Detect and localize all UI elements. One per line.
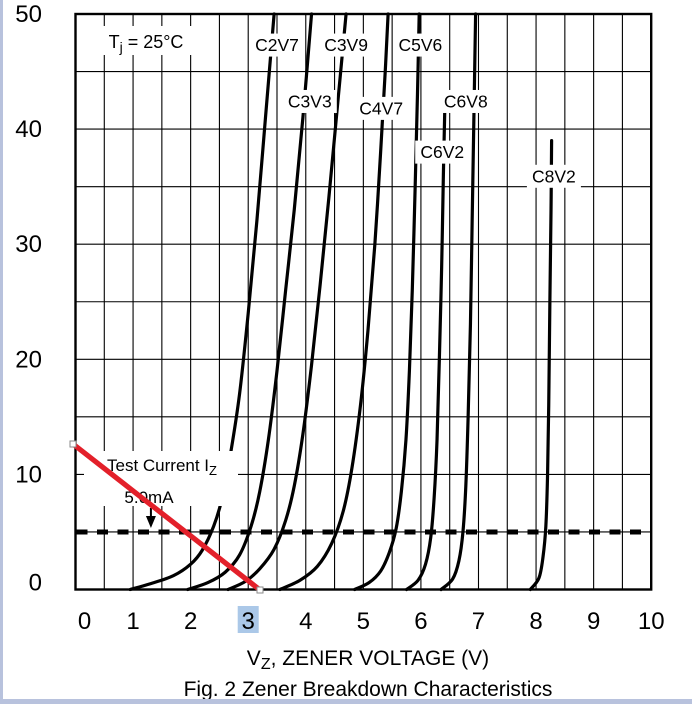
curve-label-C6V8: C6V8	[444, 91, 488, 111]
text-selection-highlight[interactable]	[237, 606, 259, 633]
x-tick-label-4: 4	[299, 608, 312, 635]
plot-border	[74, 12, 653, 591]
x-tick-label-6: 6	[414, 608, 427, 635]
x-tick-label-5: 5	[357, 608, 370, 635]
curve-C3V3	[186, 12, 314, 592]
x-tick-label-8: 8	[529, 608, 542, 635]
curve-label-C6V2: C6V2	[420, 142, 464, 162]
curve-C3V9	[226, 12, 348, 592]
curve-C8V2	[528, 139, 554, 592]
curve-label-box-C4V7	[354, 96, 409, 120]
curve-label-C3V3: C3V3	[288, 91, 332, 111]
condition-label: Tj = 25°C	[109, 32, 184, 55]
curve-label-C3V9: C3V9	[324, 35, 368, 55]
curve-C5V6	[353, 12, 421, 592]
curve-label-C8V2: C8V2	[532, 166, 576, 186]
y-tick-label-0: 0	[29, 570, 42, 597]
x-tick-label-3[interactable]: 3	[242, 608, 255, 635]
curve-label-box-C2V7	[249, 33, 304, 57]
test-current-label-box	[84, 451, 238, 506]
figure-caption: Fig. 2 Zener Breakdown Characteristics	[184, 678, 553, 701]
y-tick-label-40: 40	[15, 116, 42, 143]
curve-label-C2V7: C2V7	[255, 35, 299, 55]
annotation-handle-start[interactable]	[69, 440, 77, 448]
page-bottom-edge	[0, 699, 692, 704]
y-tick-label-50: 50	[15, 1, 42, 28]
curve-label-box-C3V3	[282, 89, 337, 113]
x-tick-label-0: 0	[78, 608, 91, 635]
curve-C4V7	[278, 12, 390, 592]
curve-label-box-C3V9	[319, 33, 374, 57]
curve-label-box-C6V2	[415, 140, 470, 164]
x-tick-label-9: 9	[587, 608, 600, 635]
curve-label-C4V7: C4V7	[359, 98, 403, 118]
test-current-arrow-head	[145, 516, 156, 528]
curve-label-box-C8V2	[526, 164, 581, 188]
y-tick-label-20: 20	[15, 346, 42, 373]
red-annotation-line[interactable]	[70, 441, 263, 593]
curve-label-box-C5V6	[393, 33, 448, 57]
x-axis-title: VZ, ZENER VOLTAGE (V)	[247, 647, 489, 673]
x-tick-label-7: 7	[472, 608, 485, 635]
test-current-label-line1: Test Current IZ	[107, 456, 217, 478]
curve-label-C5V6: C5V6	[398, 35, 442, 55]
condition-label-box	[90, 26, 202, 55]
page-left-edge	[0, 0, 3, 704]
x-tick-label-10: 10	[638, 608, 665, 635]
y-tick-label-30: 30	[15, 231, 42, 258]
y-tick-label-10: 10	[15, 461, 42, 488]
curve-label-box-C6V8	[438, 89, 493, 113]
x-tick-label-2: 2	[184, 608, 197, 635]
annotation-handle-end[interactable]	[256, 586, 264, 594]
x-tick-label-1: 1	[126, 608, 139, 635]
curve-C6V8	[439, 12, 478, 592]
curve-C6V2	[404, 92, 447, 592]
